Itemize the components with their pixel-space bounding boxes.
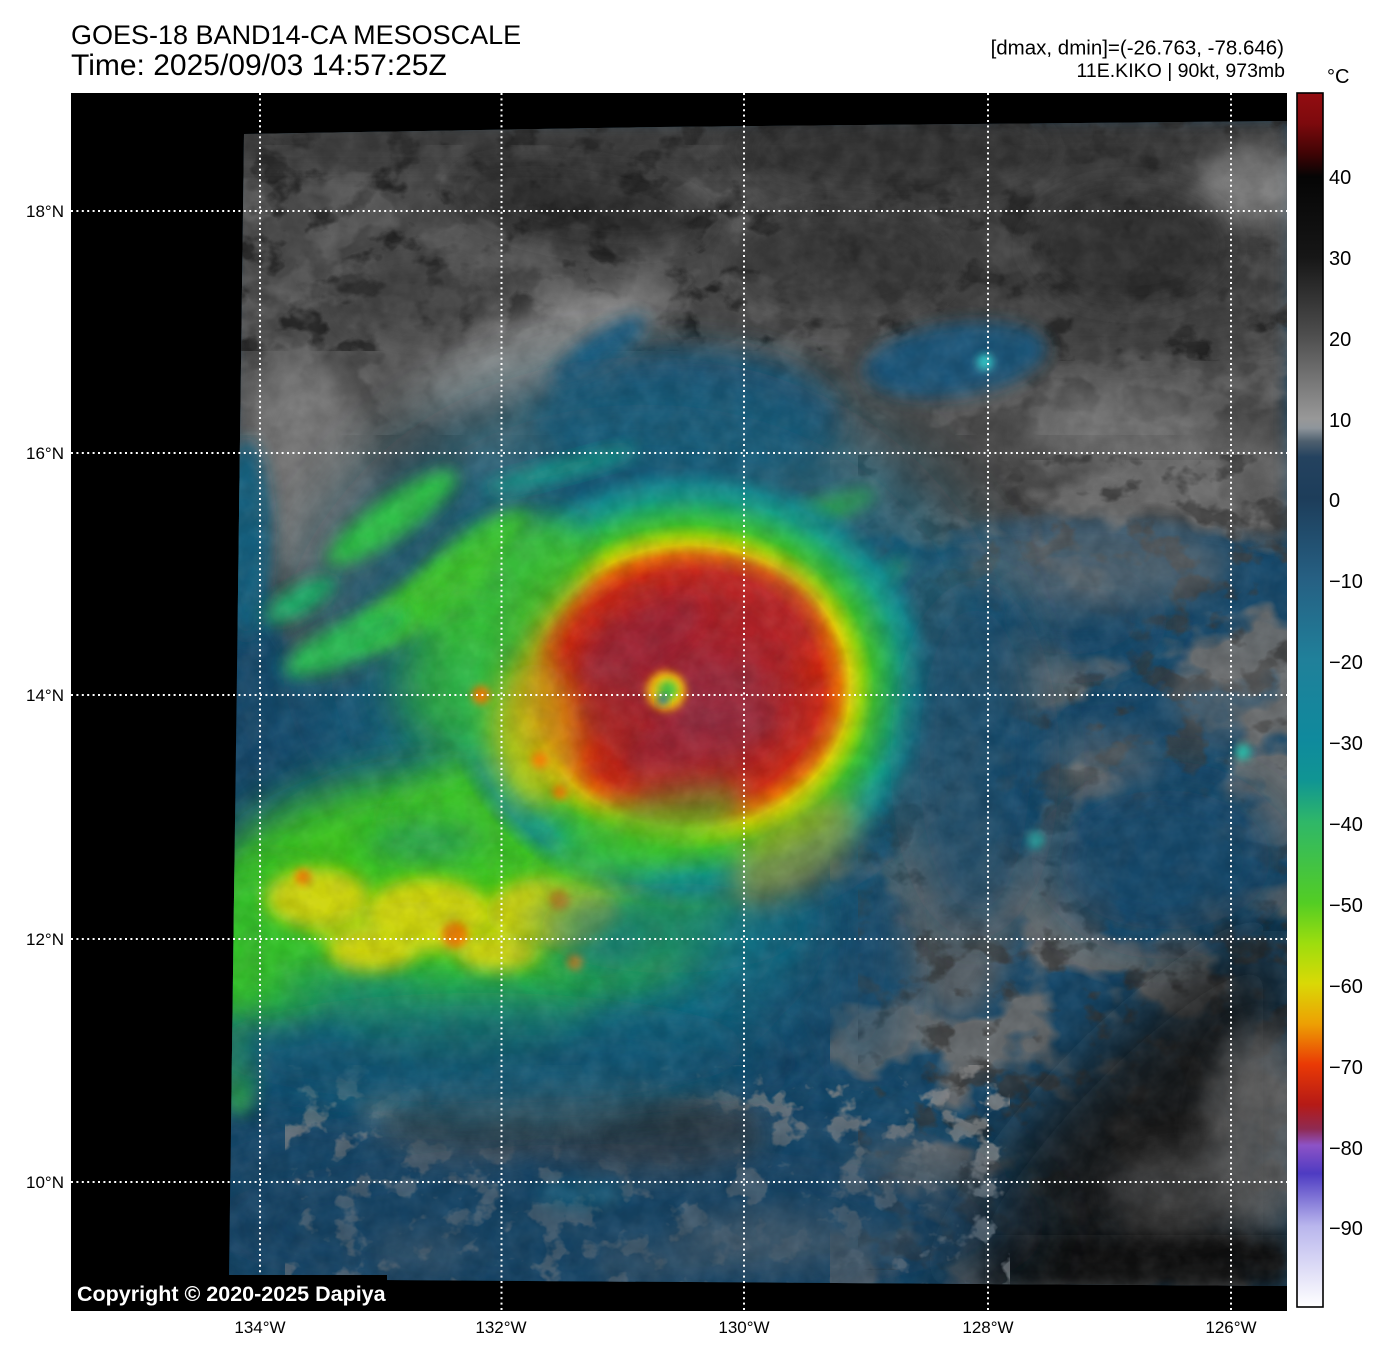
- svg-text:−70: −70: [1329, 1057, 1363, 1079]
- svg-text:18°N: 18°N: [26, 202, 64, 221]
- svg-text:Copyright © 2020-2025 Dapiya: Copyright © 2020-2025 Dapiya: [77, 1282, 387, 1306]
- svg-text:°C: °C: [1327, 66, 1349, 88]
- svg-text:126°W: 126°W: [1205, 1318, 1256, 1337]
- svg-text:Time: 2025/09/03 14:57:25Z: Time: 2025/09/03 14:57:25Z: [71, 49, 447, 82]
- svg-text:16°N: 16°N: [26, 444, 64, 463]
- svg-text:−60: −60: [1329, 976, 1363, 998]
- svg-text:−50: −50: [1329, 895, 1363, 917]
- svg-text:11E.KIKO | 90kt, 973mb: 11E.KIKO | 90kt, 973mb: [1077, 60, 1286, 82]
- svg-text:−80: −80: [1329, 1138, 1363, 1160]
- svg-text:−40: −40: [1329, 814, 1363, 836]
- svg-text:10°N: 10°N: [26, 1173, 64, 1192]
- svg-text:−20: −20: [1329, 652, 1363, 674]
- svg-text:−30: −30: [1329, 733, 1363, 755]
- svg-text:0: 0: [1329, 490, 1340, 512]
- svg-text:132°W: 132°W: [475, 1318, 526, 1337]
- svg-text:20: 20: [1329, 329, 1351, 351]
- svg-text:10: 10: [1329, 410, 1351, 432]
- svg-text:30: 30: [1329, 248, 1351, 270]
- svg-text:14°N: 14°N: [26, 686, 64, 705]
- svg-text:GOES-18 BAND14-CA MESOSCALE: GOES-18 BAND14-CA MESOSCALE: [71, 20, 521, 50]
- svg-text:128°W: 128°W: [962, 1318, 1013, 1337]
- svg-text:130°W: 130°W: [718, 1318, 769, 1337]
- svg-text:−10: −10: [1329, 571, 1363, 593]
- svg-text:134°W: 134°W: [234, 1318, 285, 1337]
- svg-text:12°N: 12°N: [26, 930, 64, 949]
- svg-text:−90: −90: [1329, 1218, 1363, 1240]
- svg-text:[dmax, dmin]=(-26.763, -78.646: [dmax, dmin]=(-26.763, -78.646): [991, 37, 1284, 60]
- svg-text:40: 40: [1329, 167, 1351, 189]
